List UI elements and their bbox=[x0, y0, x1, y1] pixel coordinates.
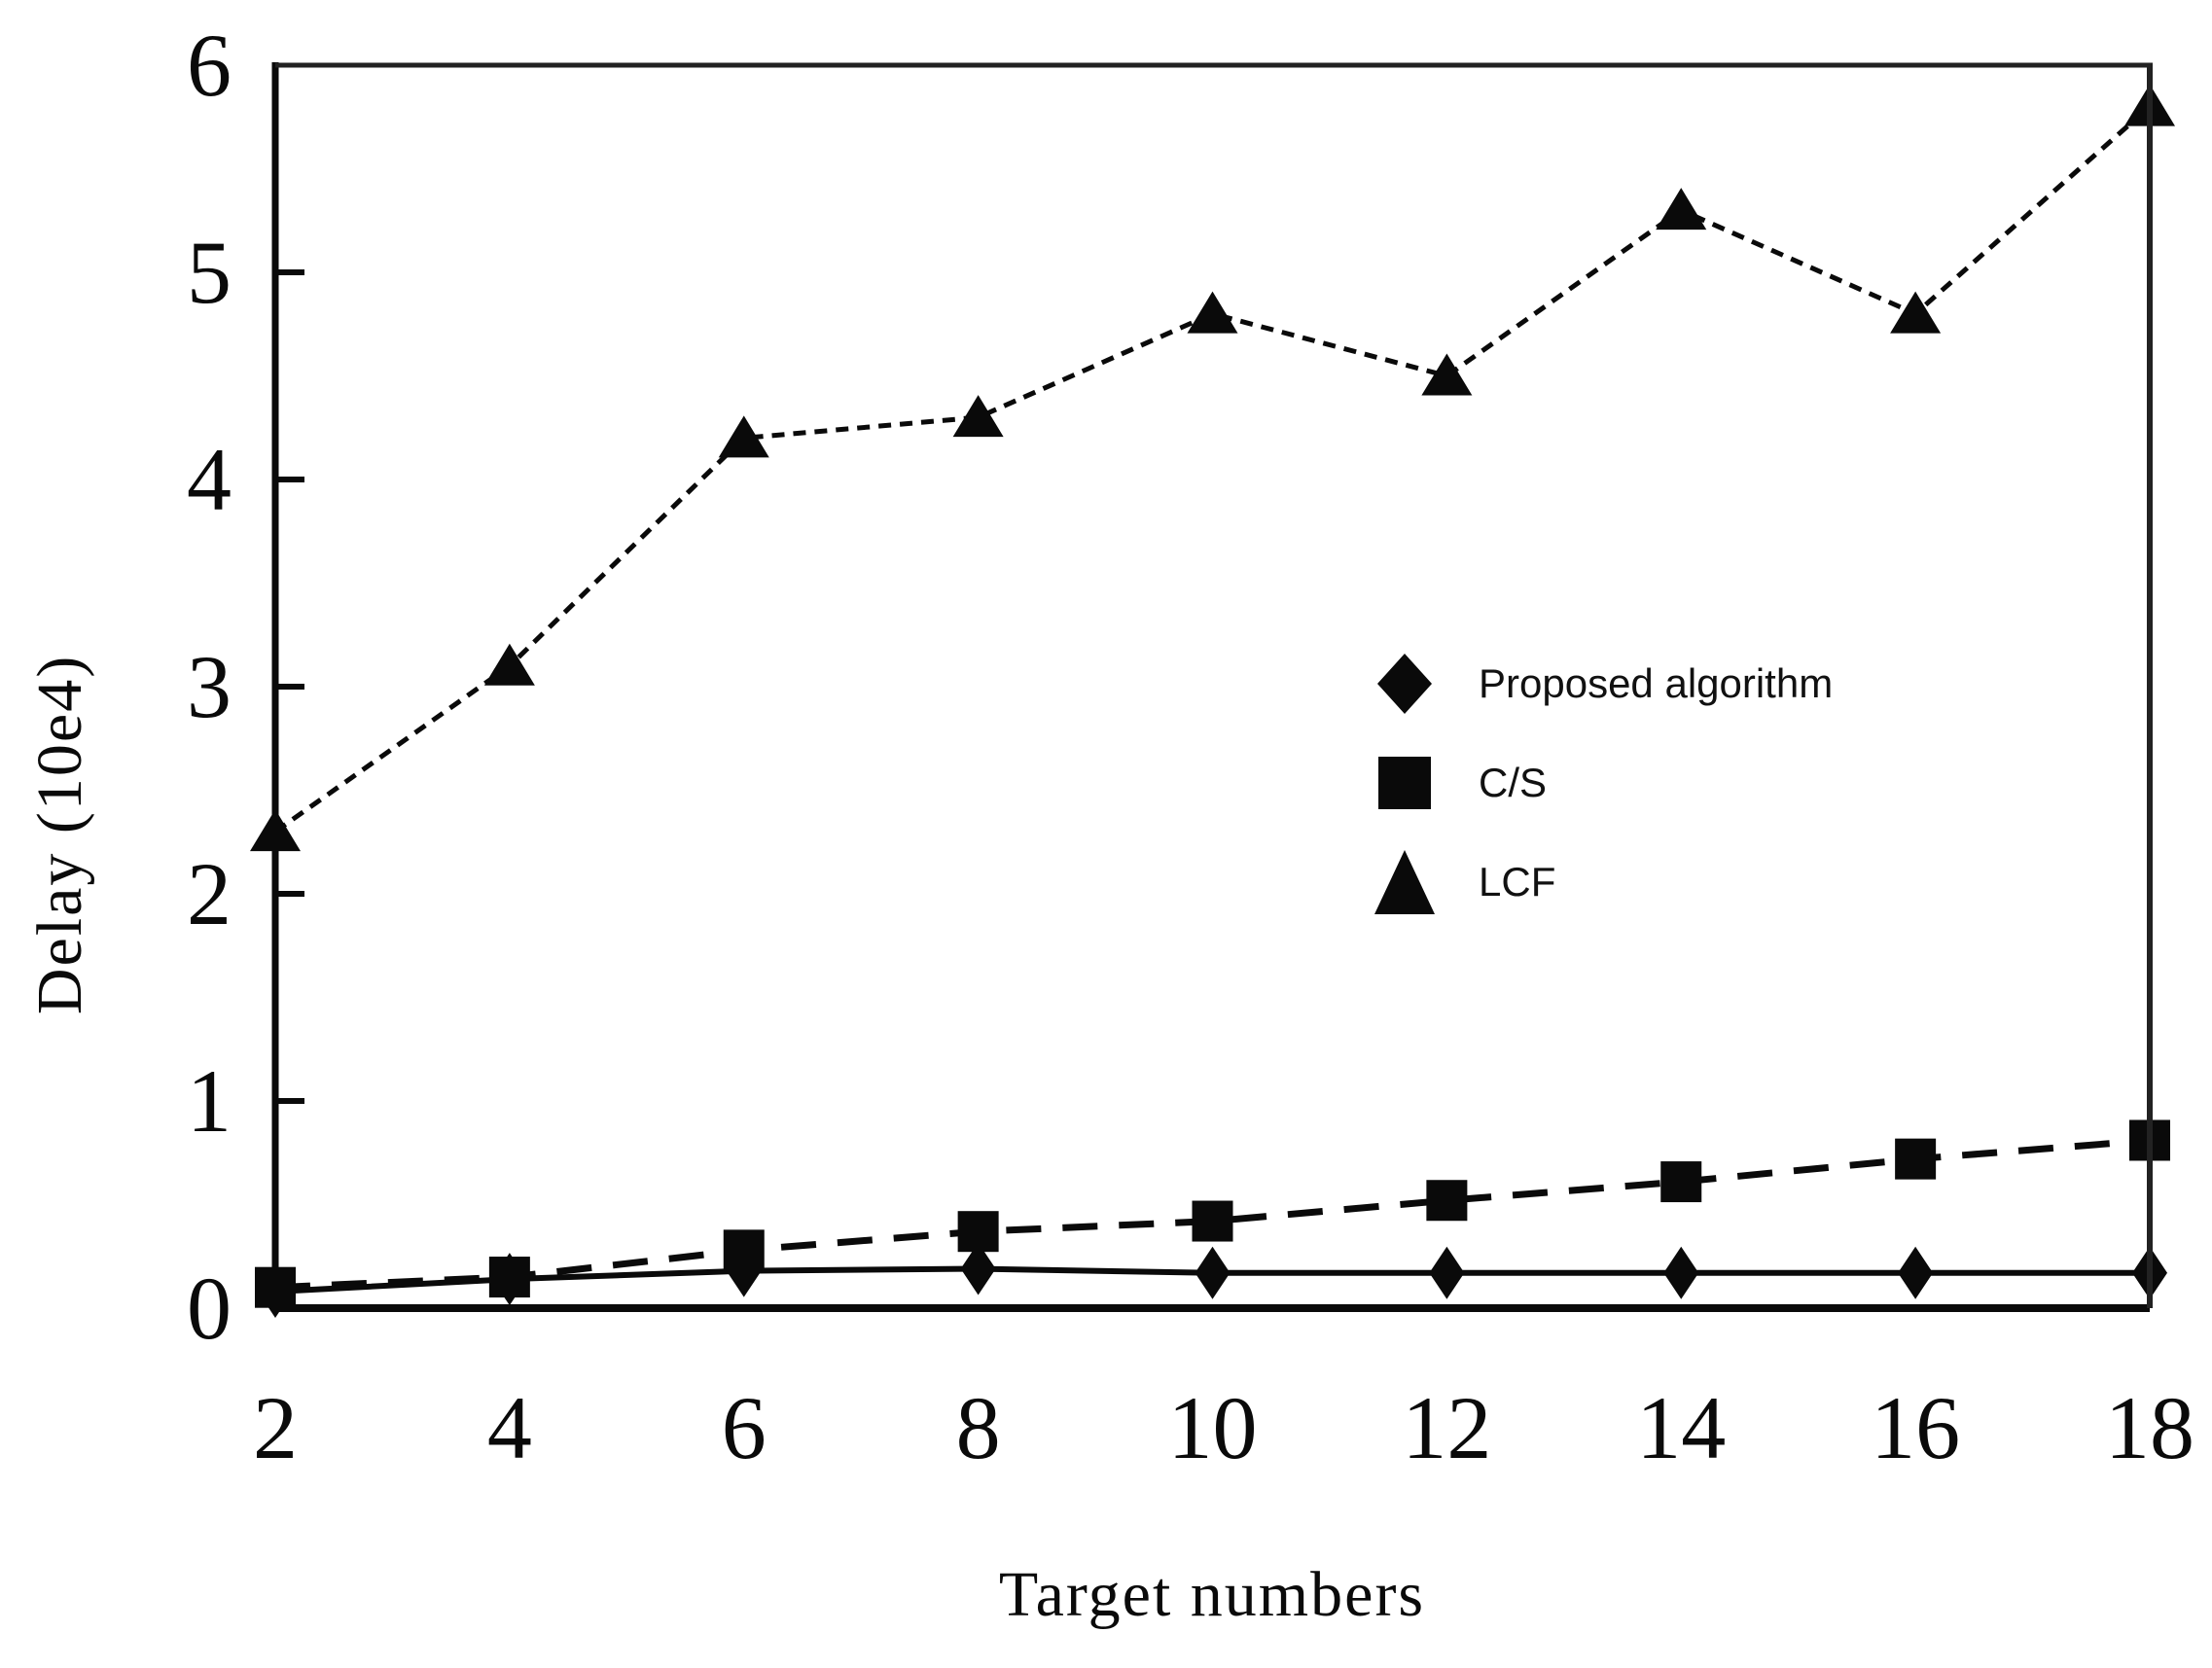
legend-item-lcf: LCF bbox=[1370, 833, 1833, 932]
y-tick-label: 3 bbox=[187, 637, 232, 736]
legend-label: LCF bbox=[1479, 859, 1556, 905]
y-axis-title: Delay (10e4) bbox=[24, 654, 95, 1015]
y-tick-label: 1 bbox=[187, 1051, 232, 1151]
legend-item-proposed-algorithm: Proposed algorithm bbox=[1370, 634, 1833, 733]
y-tick-label: 4 bbox=[187, 430, 232, 529]
x-axis-title: Target numbers bbox=[998, 1559, 1426, 1630]
x-tick-label: 2 bbox=[253, 1378, 298, 1477]
legend-item-cs: C/S bbox=[1370, 733, 1833, 833]
square-icon bbox=[1370, 748, 1440, 818]
legend-label: Proposed algorithm bbox=[1479, 660, 1834, 706]
x-tick-label: 10 bbox=[1168, 1378, 1258, 1477]
diamond-icon bbox=[1370, 649, 1440, 719]
x-tick-label: 6 bbox=[722, 1378, 767, 1477]
y-tick-label: 0 bbox=[187, 1259, 232, 1358]
x-tick-label: 12 bbox=[1402, 1378, 1491, 1477]
x-tick-label: 14 bbox=[1636, 1378, 1726, 1477]
y-tick-label: 2 bbox=[187, 844, 232, 943]
y-tick-label: 6 bbox=[187, 16, 232, 115]
legend-label: C/S bbox=[1479, 760, 1548, 805]
x-tick-label: 8 bbox=[956, 1378, 1001, 1477]
y-tick-label: 5 bbox=[187, 223, 232, 322]
legend: Proposed algorithm C/S LCF bbox=[1370, 634, 1833, 932]
x-tick-label: 16 bbox=[1871, 1378, 1960, 1477]
x-tick-label: 18 bbox=[2105, 1378, 2194, 1477]
x-tick-label: 4 bbox=[487, 1378, 532, 1477]
triangle-icon bbox=[1370, 847, 1440, 917]
